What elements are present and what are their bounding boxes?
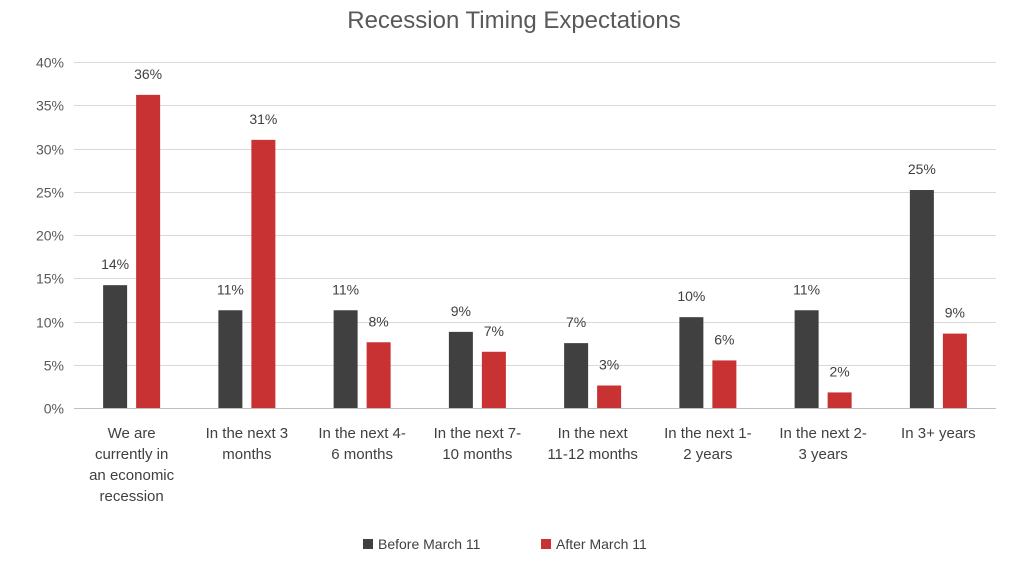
category-label: In the next 7-10 months bbox=[434, 425, 522, 463]
data-label: 9% bbox=[945, 305, 965, 321]
y-tick-label: 15% bbox=[36, 271, 64, 287]
bar-before-7 bbox=[909, 190, 934, 408]
data-label: 7% bbox=[484, 323, 504, 339]
y-tick-label: 0% bbox=[44, 401, 64, 417]
chart-title: Recession Timing Expectations bbox=[347, 7, 681, 34]
y-tick-label: 35% bbox=[36, 98, 64, 114]
y-tick-label: 20% bbox=[36, 228, 64, 244]
category-label: In the next 2-3 years bbox=[779, 425, 867, 463]
bar-before-6 bbox=[794, 310, 819, 408]
data-label: 11% bbox=[332, 281, 359, 297]
y-tick-label: 30% bbox=[36, 142, 64, 158]
legend-label: After March 11 bbox=[556, 536, 647, 552]
data-label: 25% bbox=[908, 161, 936, 177]
bar-before-3 bbox=[448, 331, 473, 408]
bar-after-4 bbox=[597, 385, 622, 408]
data-label: 6% bbox=[714, 331, 734, 347]
category-label: In the next 4-6 months bbox=[318, 425, 406, 463]
data-label: 31% bbox=[249, 111, 277, 127]
bar-after-6 bbox=[827, 392, 852, 408]
data-label: 7% bbox=[566, 314, 586, 330]
legend-label: Before March 11 bbox=[378, 536, 481, 552]
bar-before-4 bbox=[564, 343, 589, 408]
data-label: 10% bbox=[677, 288, 705, 304]
category-label: In the next 1-2 years bbox=[664, 425, 752, 463]
y-axis-ticks: 0% 5% 10% 15% 20% 25% 30% 35% 40% bbox=[36, 55, 64, 417]
data-label: 9% bbox=[451, 303, 471, 319]
bar-before-2 bbox=[333, 310, 358, 408]
bar-after-1 bbox=[251, 139, 276, 408]
bars bbox=[103, 94, 967, 409]
y-tick-label: 5% bbox=[44, 358, 64, 374]
gridlines bbox=[74, 62, 996, 409]
bar-before-1 bbox=[218, 310, 243, 408]
bar-after-3 bbox=[481, 351, 506, 408]
data-labels: 14% 36% 11% 31% 11% 8% 9% 7% 7% 3% 10% 6% 11% 2% 25% 9% bbox=[101, 66, 965, 380]
bar-after-2 bbox=[366, 342, 391, 408]
category-label: In the next 11-12 months bbox=[547, 425, 638, 463]
y-tick-label: 40% bbox=[36, 55, 64, 71]
y-tick-label: 25% bbox=[36, 185, 64, 201]
data-label: 3% bbox=[599, 357, 619, 373]
bar-before-5 bbox=[679, 317, 704, 408]
y-tick-label: 10% bbox=[36, 315, 64, 331]
category-label: We are currently in an economic recession bbox=[89, 425, 175, 505]
x-axis-categories: We are currently in an economic recession In… bbox=[89, 425, 976, 505]
bar-after-5 bbox=[712, 360, 737, 408]
data-label: 36% bbox=[134, 66, 162, 82]
data-label: 2% bbox=[830, 363, 850, 379]
bar-after-7 bbox=[942, 333, 967, 408]
data-label: 8% bbox=[369, 313, 389, 329]
legend-swatch bbox=[363, 539, 373, 549]
data-label: 11% bbox=[217, 281, 244, 297]
data-label: 11% bbox=[793, 281, 820, 297]
category-label: In the next 3 months bbox=[206, 425, 289, 463]
legend: Before March 11 After March 11 bbox=[363, 536, 647, 552]
category-label: In 3+ years bbox=[901, 425, 976, 442]
bar-after-0 bbox=[136, 94, 161, 409]
data-label: 14% bbox=[101, 256, 129, 272]
legend-swatch bbox=[541, 539, 551, 549]
bar-before-0 bbox=[103, 285, 128, 408]
